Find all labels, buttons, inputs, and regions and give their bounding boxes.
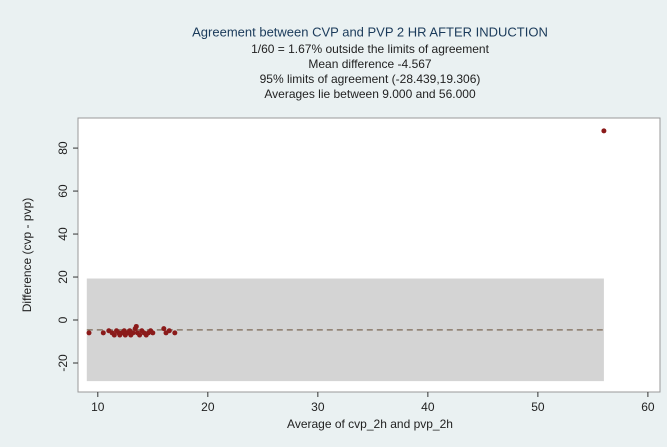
x-tick-label: 10 bbox=[91, 400, 105, 414]
x-tick-label: 30 bbox=[311, 400, 325, 414]
point bbox=[150, 330, 156, 336]
point bbox=[130, 330, 136, 336]
subtitle: 1/60 = 1.67% outside the limits of agree… bbox=[251, 42, 489, 56]
x-axis-title: Average of cvp_2h and pvp_2h bbox=[287, 417, 453, 431]
point bbox=[166, 328, 172, 334]
x-tick-label: 60 bbox=[641, 400, 655, 414]
y-axis-title: Difference (cvp - pvp) bbox=[20, 198, 34, 313]
y-tick-label: 20 bbox=[56, 270, 70, 284]
x-tick-label: 40 bbox=[421, 400, 435, 414]
subtitle: Mean difference -4.567 bbox=[308, 57, 432, 71]
point bbox=[137, 332, 143, 338]
point bbox=[161, 326, 167, 332]
subtitle: Averages lie between 9.000 and 56.000 bbox=[264, 87, 476, 101]
y-tick-label: 80 bbox=[56, 141, 70, 155]
y-tick-label: 40 bbox=[56, 227, 70, 241]
y-tick-label: -20 bbox=[56, 354, 70, 372]
chart-title: Agreement between CVP and PVP 2 HR AFTER… bbox=[192, 24, 548, 39]
point bbox=[111, 332, 117, 338]
point bbox=[601, 128, 607, 134]
y-tick-label: 0 bbox=[56, 316, 70, 323]
point bbox=[133, 323, 139, 329]
subtitle: 95% limits of agreement (-28.439,19.306) bbox=[260, 72, 481, 86]
x-tick-label: 20 bbox=[201, 400, 215, 414]
y-tick-label: 60 bbox=[56, 184, 70, 198]
x-tick-label: 50 bbox=[531, 400, 545, 414]
point bbox=[86, 330, 92, 336]
point bbox=[100, 330, 106, 336]
point bbox=[172, 330, 178, 336]
